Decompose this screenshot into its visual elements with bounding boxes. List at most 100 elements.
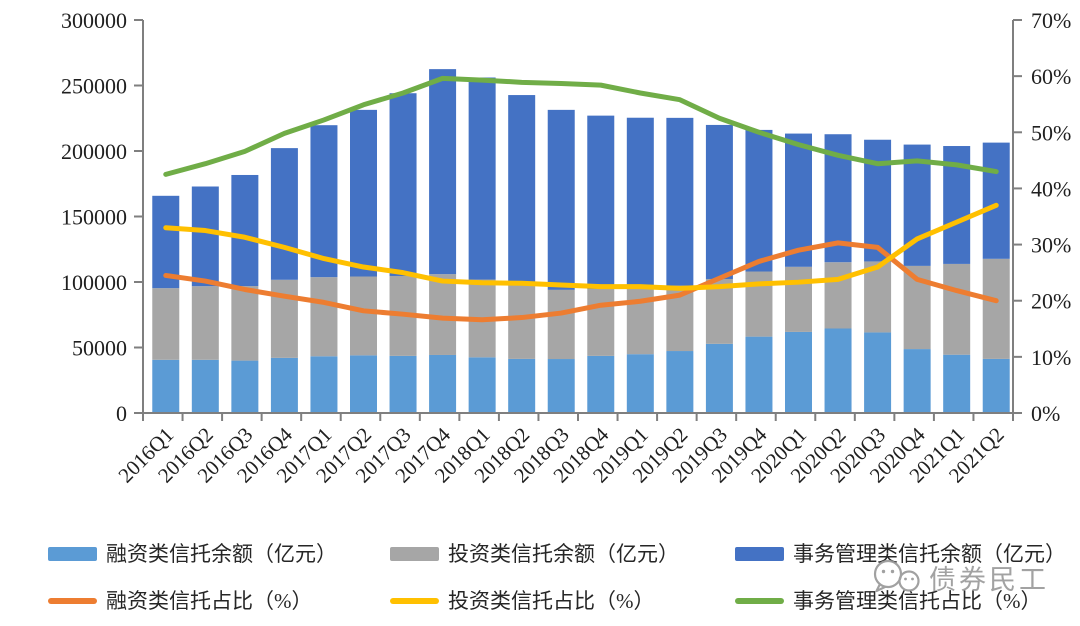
legend-item-admin-share: 事务管理类信托占比（%） (735, 588, 1042, 614)
legend-swatch-financing-share (48, 598, 97, 604)
bar-segment-admin-balance (231, 174, 259, 287)
bar-segment-admin-balance (547, 109, 575, 290)
bar-segment-investment-balance (310, 277, 338, 357)
bar-segment-financing-balance (587, 355, 615, 413)
bar-segment-admin-balance (626, 117, 654, 288)
right-axis-label: 30% (1031, 233, 1071, 258)
left-axis-label: 150000 (61, 205, 127, 230)
bar-segment-admin-balance (587, 115, 615, 289)
left-axis-label: 100000 (61, 270, 127, 295)
right-axis-label: 70% (1031, 8, 1071, 33)
axes (134, 19, 1022, 421)
bar-segment-financing-balance (824, 328, 852, 413)
bar-segment-investment-balance (785, 266, 812, 332)
watermark-text: 债券民工 (929, 564, 1049, 595)
bar-segment-financing-balance (705, 343, 733, 413)
legend-label-admin-share: 事务管理类信托占比（%） (793, 588, 1042, 613)
bar-segment-investment-balance (587, 288, 615, 356)
right-axis-label: 10% (1031, 345, 1071, 370)
legend-label-financing-share: 融资类信托占比（%） (106, 588, 313, 613)
bar-segment-investment-balance (350, 276, 377, 356)
bar-segment-financing-balance (903, 349, 931, 413)
bar-segment-investment-balance (270, 279, 298, 358)
bar-segment-financing-balance (429, 354, 457, 413)
bar-segment-financing-balance (864, 332, 892, 413)
bar-segment-investment-balance (508, 285, 536, 359)
bar-segment-financing-balance (508, 358, 536, 413)
left-axis-label: 0 (116, 401, 127, 426)
bar-segment-investment-balance (547, 289, 575, 360)
bar-segment-financing-balance (350, 355, 377, 413)
bar-segment-financing-balance (666, 351, 694, 413)
bar-segment-financing-balance (231, 360, 259, 413)
bar-series-group (152, 69, 1010, 413)
legend-item-admin-balance: 事务管理类信托余额（亿元） (735, 541, 1066, 567)
bar-segment-financing-balance (152, 359, 180, 413)
legend-label-financing-balance: 融资类信托余额（亿元） (106, 541, 337, 566)
bar-segment-investment-balance (231, 286, 259, 361)
chart-plot-area: 0 50000 100000 150000 200000 250000 300000 0% 10… (61, 8, 1071, 487)
legend-label-admin-balance: 事务管理类信托余额（亿元） (793, 541, 1066, 566)
legend-item-financing-balance: 融资类信托余额（亿元） (48, 541, 337, 567)
bar-segment-admin-balance (864, 139, 892, 262)
left-axis-label: 50000 (72, 336, 127, 361)
bar-segment-financing-balance (468, 357, 496, 413)
left-axis-label: 200000 (61, 139, 127, 164)
legend-item-financing-share: 融资类信托占比（%） (48, 588, 313, 614)
bar-segment-investment-balance (943, 263, 971, 355)
bar-segment-investment-balance (705, 278, 733, 344)
bar-segment-admin-balance (705, 124, 733, 279)
bar-segment-financing-balance (191, 359, 219, 413)
bar-segment-admin-balance (785, 133, 812, 267)
bar-segment-investment-balance (824, 262, 852, 329)
legend-label-investment-balance: 投资类信托余额（亿元） (448, 541, 679, 566)
bar-segment-financing-balance (547, 359, 575, 413)
legend-swatch-investment-share (390, 598, 439, 604)
line-investment-share (163, 202, 999, 291)
bar-segment-financing-balance (626, 354, 654, 413)
bar-segment-admin-balance (745, 129, 773, 272)
bar-segment-admin-balance (270, 148, 298, 280)
line-financing-share (163, 240, 999, 323)
bar-segment-financing-balance (310, 356, 338, 413)
line-series-group (163, 75, 999, 323)
bar-segment-admin-balance (429, 69, 457, 275)
watermark: 债券民工 (870, 556, 1049, 598)
bar-segment-admin-balance (508, 95, 536, 286)
bar-segment-investment-balance (191, 286, 219, 360)
chat-bubbles-icon (873, 559, 920, 593)
bar-segment-admin-balance (310, 125, 338, 278)
bar-segment-financing-balance (943, 354, 971, 413)
legend-swatch-admin-share (735, 598, 784, 604)
right-axis-label: 60% (1031, 64, 1071, 89)
legend-label-investment-share: 投资类信托占比（%） (448, 588, 655, 613)
legend-swatch-admin-balance (735, 547, 784, 561)
left-axis-label: 250000 (61, 74, 127, 99)
right-axis-label: 20% (1031, 289, 1071, 314)
bar-segment-financing-balance (745, 336, 773, 413)
bar-segment-admin-balance (468, 77, 496, 280)
bar-segment-investment-balance (864, 261, 892, 333)
bar-segment-admin-balance (389, 93, 417, 276)
legend-swatch-financing-balance (48, 547, 97, 561)
bar-segment-financing-balance (389, 355, 417, 413)
bar-segment-admin-balance (982, 142, 1010, 259)
legend-item-investment-share: 投资类信托占比（%） (390, 588, 655, 614)
right-axis-label: 0% (1031, 401, 1060, 426)
bar-segment-investment-balance (982, 258, 1010, 359)
right-axis-label: 50% (1031, 120, 1071, 145)
legend-item-investment-balance: 投资类信托余额（亿元） (390, 541, 679, 567)
bar-segment-admin-balance (191, 186, 219, 287)
bar-segment-admin-balance (666, 117, 694, 286)
legend-swatch-investment-balance (390, 547, 439, 561)
bar-segment-admin-balance (152, 195, 180, 289)
bar-segment-investment-balance (429, 274, 457, 355)
bar-segment-financing-balance (270, 357, 298, 413)
bar-segment-admin-balance (350, 109, 377, 277)
bar-segment-investment-balance (152, 288, 180, 360)
line-admin-share (163, 75, 999, 177)
bar-segment-financing-balance (982, 358, 1010, 413)
bar-segment-financing-balance (785, 331, 812, 413)
left-axis-label: 300000 (61, 8, 127, 33)
